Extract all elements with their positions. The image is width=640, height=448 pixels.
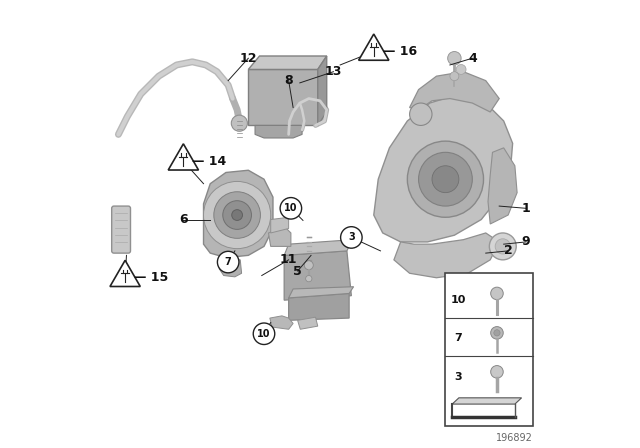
Circle shape — [495, 239, 511, 254]
Circle shape — [218, 251, 239, 273]
Polygon shape — [358, 34, 389, 60]
Text: 4: 4 — [468, 52, 477, 65]
FancyBboxPatch shape — [248, 69, 317, 125]
Polygon shape — [269, 228, 291, 246]
Polygon shape — [284, 240, 352, 255]
Text: 11: 11 — [280, 253, 298, 267]
Polygon shape — [374, 94, 513, 242]
Circle shape — [304, 261, 314, 270]
Polygon shape — [255, 125, 302, 138]
Circle shape — [432, 166, 459, 193]
Text: 196892: 196892 — [496, 433, 533, 443]
Text: 8: 8 — [284, 74, 293, 87]
Text: — 16: — 16 — [383, 45, 417, 58]
Text: 7: 7 — [225, 257, 232, 267]
Text: — 14: — 14 — [192, 155, 227, 168]
Circle shape — [280, 198, 301, 219]
Polygon shape — [298, 317, 317, 329]
Circle shape — [419, 152, 472, 206]
Text: 2: 2 — [504, 244, 513, 258]
Text: — 15: — 15 — [134, 271, 168, 284]
Polygon shape — [248, 56, 327, 69]
Circle shape — [340, 227, 362, 248]
Text: 12: 12 — [239, 52, 257, 65]
Circle shape — [408, 141, 484, 217]
Circle shape — [491, 366, 503, 378]
Polygon shape — [168, 144, 198, 170]
Polygon shape — [271, 217, 289, 233]
Circle shape — [490, 233, 516, 260]
Circle shape — [306, 276, 312, 282]
Polygon shape — [289, 293, 349, 320]
Circle shape — [410, 103, 432, 125]
Circle shape — [204, 181, 271, 249]
Text: 10: 10 — [257, 329, 271, 339]
Circle shape — [456, 65, 466, 74]
Polygon shape — [452, 398, 522, 404]
Polygon shape — [289, 287, 353, 298]
Text: 9: 9 — [522, 235, 531, 249]
Circle shape — [231, 115, 248, 131]
Text: 5: 5 — [293, 264, 302, 278]
Circle shape — [491, 287, 503, 300]
Polygon shape — [204, 170, 273, 258]
FancyBboxPatch shape — [112, 206, 131, 253]
Circle shape — [491, 327, 503, 339]
Polygon shape — [317, 56, 327, 125]
Polygon shape — [110, 260, 140, 287]
Polygon shape — [410, 72, 499, 112]
Circle shape — [448, 52, 461, 65]
Text: 6: 6 — [179, 213, 188, 226]
Circle shape — [223, 201, 252, 229]
Text: 7: 7 — [454, 333, 462, 343]
Polygon shape — [220, 258, 242, 277]
Text: 10: 10 — [284, 203, 298, 213]
Circle shape — [253, 323, 275, 345]
Circle shape — [214, 192, 260, 238]
Polygon shape — [270, 316, 293, 329]
Text: 3: 3 — [348, 233, 355, 242]
Circle shape — [450, 72, 459, 81]
Circle shape — [232, 210, 243, 220]
Polygon shape — [488, 148, 517, 224]
Polygon shape — [284, 251, 351, 300]
Circle shape — [494, 330, 500, 336]
Text: 3: 3 — [454, 372, 462, 382]
Text: 10: 10 — [451, 295, 466, 305]
Polygon shape — [394, 233, 499, 278]
FancyBboxPatch shape — [445, 273, 533, 426]
Text: 13: 13 — [324, 65, 342, 78]
Text: 1: 1 — [522, 202, 531, 215]
